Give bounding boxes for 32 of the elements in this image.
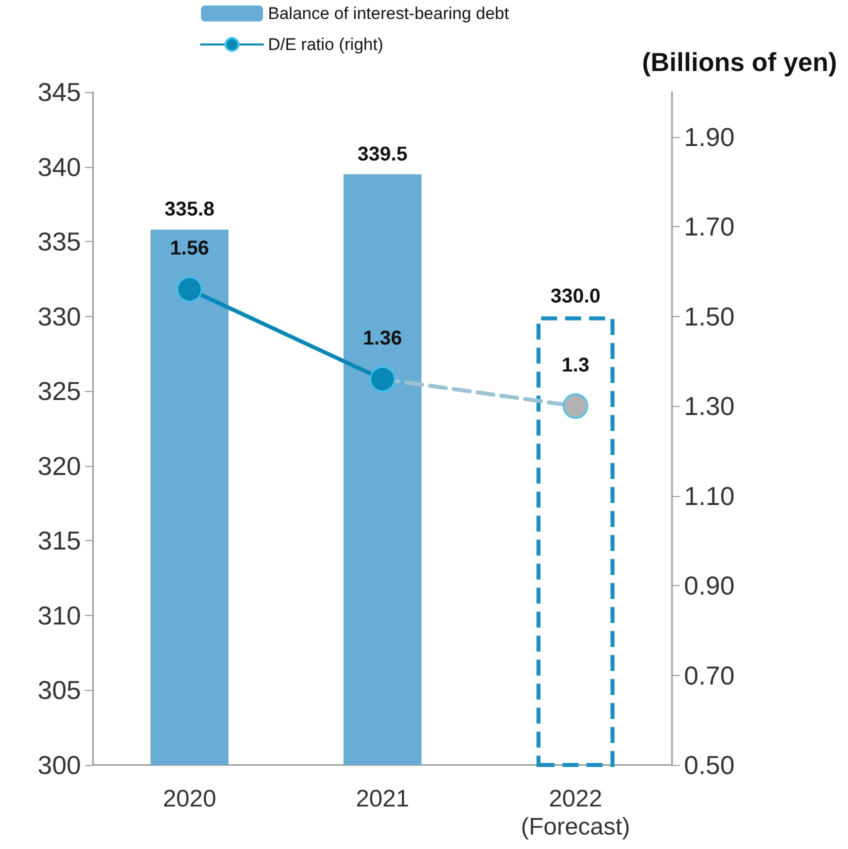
data-label: 330.0 xyxy=(550,285,601,308)
y-tick-label: 345 xyxy=(38,77,81,107)
y-tick-label: 320 xyxy=(38,450,81,481)
y-tick-label: 325 xyxy=(38,376,81,406)
data-label: 1.36 xyxy=(363,327,402,350)
legend-label: D/E ratio (right) xyxy=(268,35,384,54)
x-tick-label: 2021 xyxy=(356,786,410,812)
y2-tick-label: 1.70 xyxy=(684,212,735,242)
y2-tick-label: 0.70 xyxy=(684,660,735,690)
x-tick-label: 2022 (Forecast) xyxy=(520,786,630,840)
y2-tick-label: 1.90 xyxy=(684,122,735,152)
data-label: 1.56 xyxy=(170,238,209,260)
y-tick-label: 310 xyxy=(38,600,81,630)
point xyxy=(176,276,202,302)
y-tick-label: 305 xyxy=(38,675,81,706)
x-tick-label: 2020 xyxy=(162,786,216,812)
legend-label: Balance of interest-bearing debt xyxy=(268,4,510,23)
y2-tick-label: 1.50 xyxy=(684,301,735,332)
y2-tick-label: 0.50 xyxy=(684,750,735,780)
point xyxy=(562,393,588,419)
y-tick-label: 315 xyxy=(38,526,81,556)
data-label: 1.3 xyxy=(562,354,590,376)
y2-tick-label: 1.30 xyxy=(684,391,735,422)
y-tick-label: 300 xyxy=(38,750,81,780)
y2-tick-label: 0.90 xyxy=(684,570,735,601)
y-tick-label: 340 xyxy=(38,152,81,182)
text: (Billions of yen) xyxy=(642,47,837,77)
data-label: 335.8 xyxy=(164,198,215,221)
y-tick-label: 335 xyxy=(38,226,81,257)
y-tick-label: 330 xyxy=(38,301,81,332)
data-label: 339.5 xyxy=(357,143,408,166)
y2-tick-label: 1.10 xyxy=(684,480,735,511)
